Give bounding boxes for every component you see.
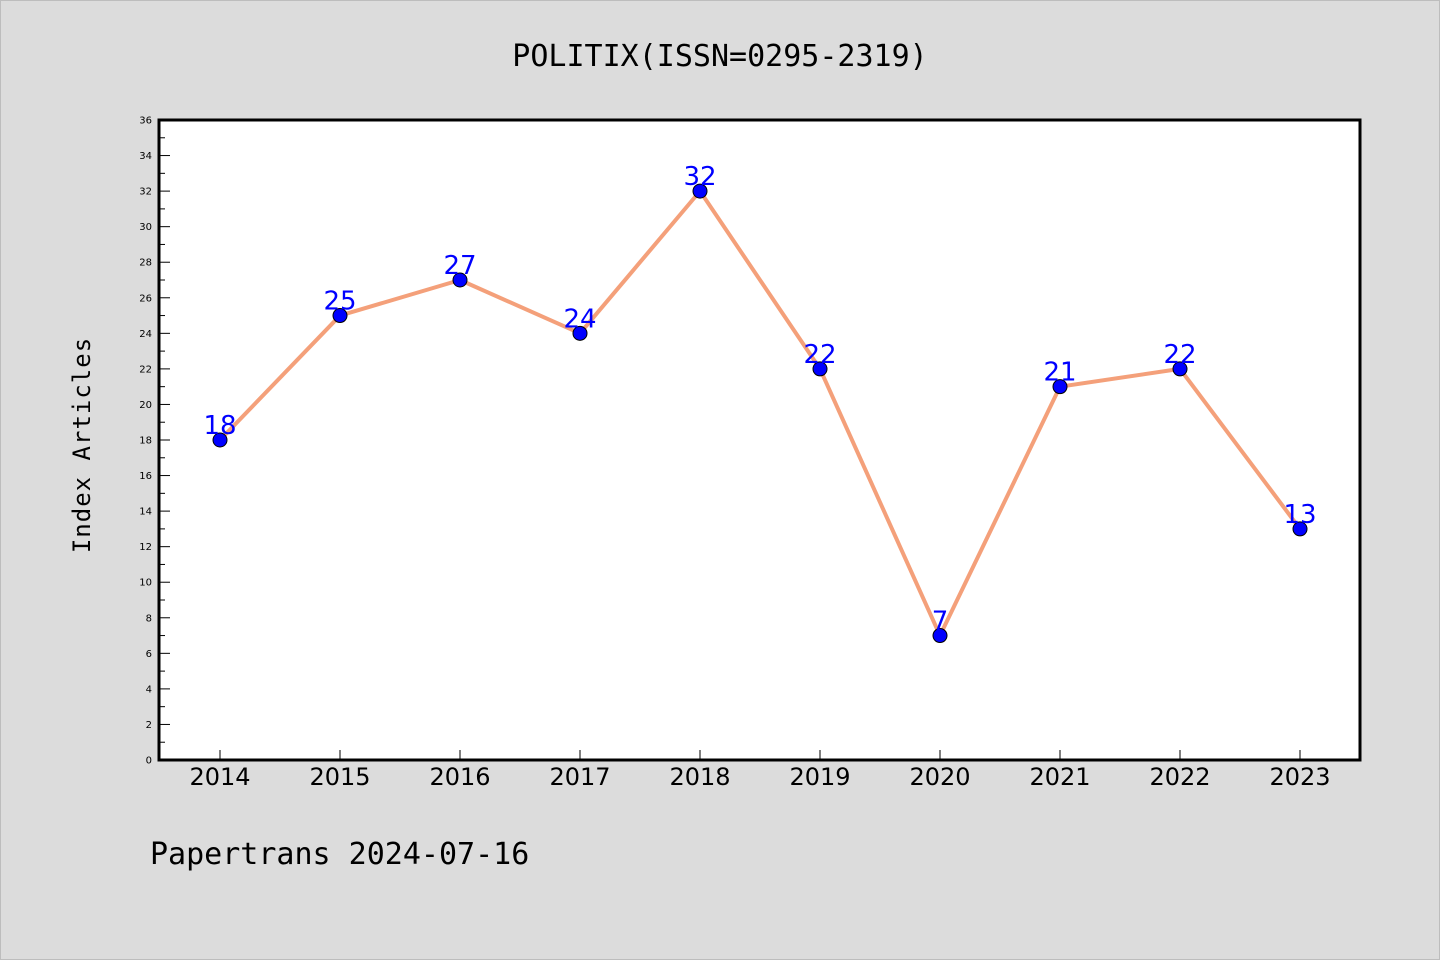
data-point — [692, 183, 708, 199]
y-tick-label: 14 — [139, 507, 152, 518]
y-tick-label: 28 — [139, 258, 152, 269]
data-label: 25 — [323, 287, 356, 317]
x-axis: 2014 2015 2016 2017 2018 2019 2020 2021 2022 2023 — [189, 750, 1331, 791]
y-tick-label: 30 — [139, 222, 152, 233]
x-tick-label: 2020 — [909, 763, 970, 791]
x-tick-label: 2015 — [309, 763, 370, 791]
data-point — [1292, 521, 1308, 537]
plot-area — [157, 118, 1362, 762]
data-point — [452, 272, 468, 288]
y-tick-label: 24 — [139, 329, 152, 340]
y-tick-label: 2 — [146, 720, 152, 731]
y-tick-label: 16 — [139, 471, 152, 482]
x-tick-label: 2023 — [1269, 763, 1330, 791]
x-tick-label: 2021 — [1029, 763, 1090, 791]
y-tick-label: 0 — [146, 756, 152, 767]
chart-title: POLITIX(ISSN=0295-2319) — [512, 39, 927, 74]
data-point — [1172, 361, 1188, 377]
y-tick-label: 12 — [139, 542, 152, 553]
y-tick-label: 34 — [139, 151, 152, 162]
y-tick-label: 32 — [139, 187, 152, 198]
data-label: 21 — [1043, 358, 1076, 388]
y-tick-label: 18 — [139, 436, 152, 447]
data-label: 32 — [683, 162, 716, 192]
y-tick-label: 4 — [146, 684, 152, 695]
data-point — [812, 361, 828, 377]
footer-credit: Papertrans 2024-07-16 — [150, 837, 529, 872]
data-point — [932, 628, 948, 644]
x-tick-label: 2019 — [789, 763, 850, 791]
data-label: 22 — [1163, 340, 1196, 370]
series-line-group: 18 25 27 24 32 22 7 21 22 13 — [203, 162, 1317, 644]
data-point — [212, 432, 228, 448]
y-tick-label: 6 — [146, 649, 152, 660]
data-point — [1052, 379, 1068, 395]
x-tick-label: 2022 — [1149, 763, 1210, 791]
data-label: 13 — [1283, 500, 1316, 530]
data-point — [572, 325, 588, 341]
data-label: 24 — [563, 304, 596, 334]
y-axis-label: Index Articles — [68, 337, 96, 553]
data-label: 7 — [932, 607, 949, 637]
data-point — [332, 308, 348, 324]
y-tick-label: 36 — [139, 116, 152, 127]
data-label: 27 — [443, 251, 476, 281]
x-tick-label: 2018 — [669, 763, 730, 791]
x-tick-label: 2014 — [189, 763, 250, 791]
x-tick-label: 2016 — [429, 763, 490, 791]
y-tick-label: 26 — [139, 293, 152, 304]
data-label: 18 — [203, 411, 236, 441]
y-tick-label: 8 — [146, 613, 152, 624]
y-tick-label: 10 — [139, 578, 152, 589]
series-line — [218, 189, 1302, 638]
data-label: 22 — [803, 340, 836, 370]
y-tick-label: 20 — [139, 400, 152, 411]
y-tick-label: 22 — [139, 364, 152, 375]
x-tick-label: 2017 — [549, 763, 610, 791]
